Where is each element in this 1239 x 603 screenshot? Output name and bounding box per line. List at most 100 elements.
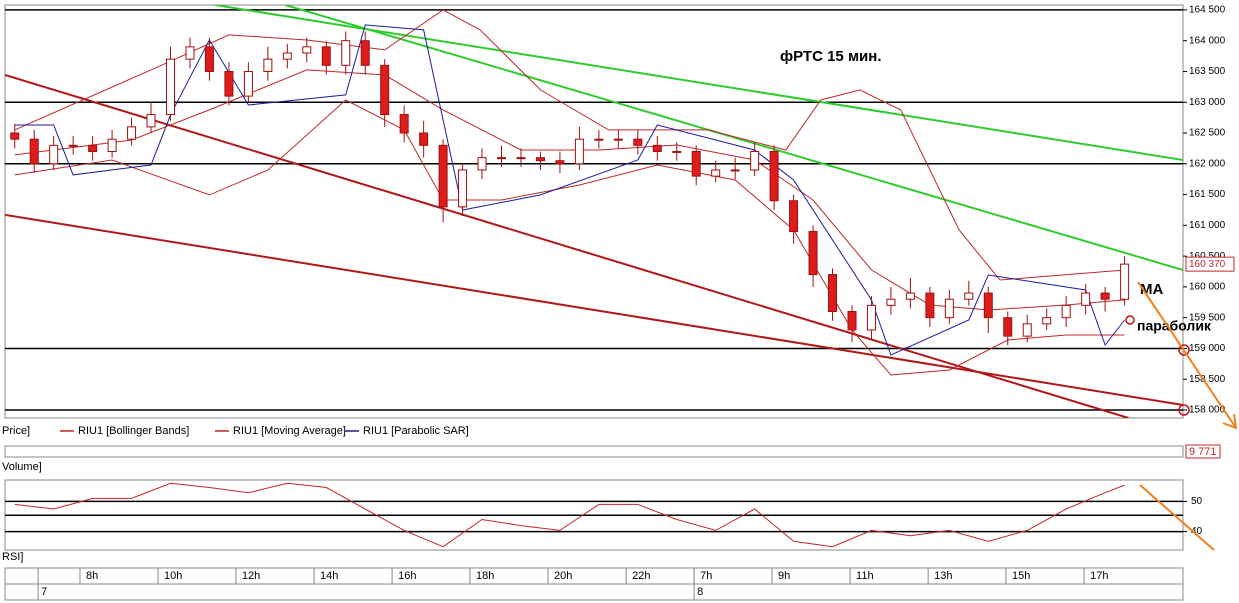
candle-body [1042,317,1052,325]
marker [1178,404,1190,416]
candle-body [613,138,623,141]
candle-body [243,70,253,97]
arrow [1139,484,1215,551]
y-tick-label: 160 000 [1189,282,1226,293]
legend-label: RIU1 [Moving Average] [233,425,346,437]
candle-body [750,150,760,171]
candle-body [555,160,565,165]
candle-body [828,274,838,313]
bollinger-lower [14,99,1125,376]
y-tick-label: 160 500 [1189,251,1226,262]
candle-body [321,46,331,66]
x-tick-label: 20h [554,570,572,582]
main-panel [4,4,1184,419]
bollinger-upper [14,9,1125,281]
y-tick-label: 159 500 [1189,312,1226,323]
candle-body [691,150,701,177]
candle-body [49,144,59,165]
axes: 158 000 158 500 159 000 159 500 160 000 160 5… [37,5,1235,600]
last-price-box [1185,256,1235,272]
candle-body [302,46,312,54]
panel-label: Volume] [2,461,42,473]
candle-body [1081,292,1091,306]
y-tick-label: 163 000 [1189,97,1226,108]
trend-line [5,73,1129,418]
y-tick-label: 158 500 [1189,374,1226,385]
y-tick-label: 164 000 [1189,35,1226,46]
x-tick-label: 7h [700,570,712,582]
candle-body [769,150,779,202]
main-plot [5,5,1183,418]
value-box [1185,444,1221,459]
candle-body [146,114,156,128]
candle-body [847,311,857,331]
x-tick-label: 22h [632,570,650,582]
x-tick-label: 16h [398,570,416,582]
day-tick-label: 7 [41,586,47,598]
x-tick-label: 9h [778,570,790,582]
annotation: параболик [1137,318,1212,334]
x-tick-label: 15h [1012,570,1030,582]
candle-body [88,144,98,152]
y-tick-label: 159 000 [1189,343,1226,354]
volume-panel [4,445,1184,458]
x-tick-label: 12h [242,570,260,582]
trend-line [285,5,1183,271]
candle-body [808,231,818,276]
candle-body [458,169,468,208]
candle-body [944,298,954,319]
legend-label: Price] [2,425,30,437]
trend-line [215,5,1183,161]
candle-body [574,138,584,165]
panel-label: RSI] [2,551,23,563]
candle-body [263,58,273,72]
x-tick-label: 17h [1090,570,1108,582]
y-tick-label: 162 000 [1189,158,1226,169]
x-tick-label: 13h [934,570,952,582]
volume-last-value: 9 771 [1189,446,1217,458]
y-tick-label: 40 [1191,526,1203,537]
candle-body [886,298,896,306]
candle-body [535,157,545,162]
candle-body [185,46,195,60]
y-tick-label: 158 000 [1189,405,1226,416]
rsi-plot [5,482,1183,548]
candle-body [68,144,78,147]
candle-body [10,132,20,140]
candle-body [341,40,351,66]
last-price-label: 160 370 [1189,259,1226,270]
candle-body [497,157,507,160]
legend-label: RIU1 [Bollinger Bands] [78,425,189,437]
candle-body [983,292,993,319]
candle-body [380,64,390,116]
rsi-line [14,482,1125,548]
legend-label: RIU1 [Parabolic SAR] [363,425,469,437]
candle-body [925,292,935,319]
candle-body [652,144,662,152]
x-tick-label: 8h [86,570,98,582]
x-tick-label: 14h [320,570,338,582]
candle-body [224,70,234,97]
parabolic-sar [14,24,1125,356]
candle-body [711,169,721,177]
arrows [1137,281,1238,551]
candle-body [672,150,682,153]
candle-body [127,126,137,140]
y-tick-label: 161 500 [1189,189,1226,200]
candle-body [107,138,117,152]
candle-body [866,304,876,331]
candle-body [29,138,39,165]
y-tick-label: 161 000 [1189,220,1226,231]
candle-body [399,114,409,134]
candle-body [1022,323,1032,337]
chart-title: фРТС 15 мин. [780,48,882,65]
candle-body [282,52,292,60]
candle-body [477,157,487,171]
candle-body [1061,304,1071,319]
x-tick-label: 18h [476,570,494,582]
day-tick-label: 8 [697,586,703,598]
x-tick-label: 11h [856,570,874,582]
candle-body [1100,292,1110,300]
candle-body [594,138,604,141]
